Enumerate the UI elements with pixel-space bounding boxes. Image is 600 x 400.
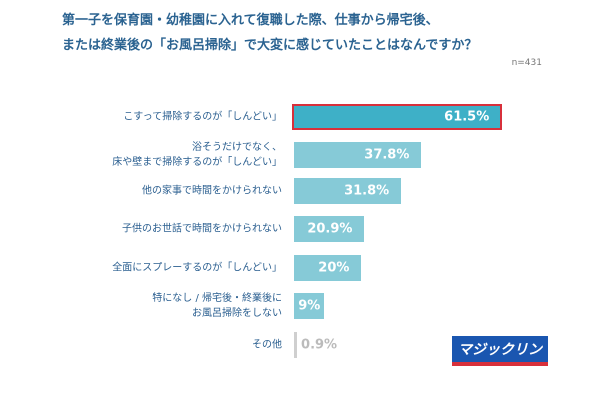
category-label: 浴そうだけでなく、 床や壁まで掃除するのが「しんどい」 xyxy=(112,142,282,168)
bar xyxy=(294,216,365,242)
bar xyxy=(294,142,422,168)
value-label: 31.8% xyxy=(344,183,390,199)
category-label: 他の家事で時間をかけられない xyxy=(142,185,282,197)
category-label: その他 xyxy=(252,339,282,351)
category-label: こすって掃除するのが「しんどい」 xyxy=(123,111,282,123)
category-label: 全面にスプレーするのが「しんどい」 xyxy=(112,262,282,274)
category-label: 子供のお世話で時間をかけられない xyxy=(122,223,282,235)
value-label: 61.5% xyxy=(444,109,490,125)
bar xyxy=(294,255,362,281)
brand-logo: マジックリン xyxy=(452,336,548,366)
bar xyxy=(294,178,402,204)
bar xyxy=(294,293,325,319)
value-label: 37.8% xyxy=(364,147,410,163)
sample-size: n=431 xyxy=(511,58,542,68)
value-label: 9% xyxy=(298,298,321,314)
value-label: 20% xyxy=(318,260,350,276)
value-label: 0.9% xyxy=(301,337,338,353)
value-label: 20.9% xyxy=(307,221,353,237)
category-label: 特になし / 帰宅後・終業後に お風呂掃除をしない xyxy=(152,293,282,319)
bar xyxy=(292,104,503,130)
bar xyxy=(294,332,298,358)
chart-title: 第一子を保育園・幼稚園に入れて復職した際、仕事から帰宅後、 または終業後の「お風… xyxy=(62,13,478,53)
